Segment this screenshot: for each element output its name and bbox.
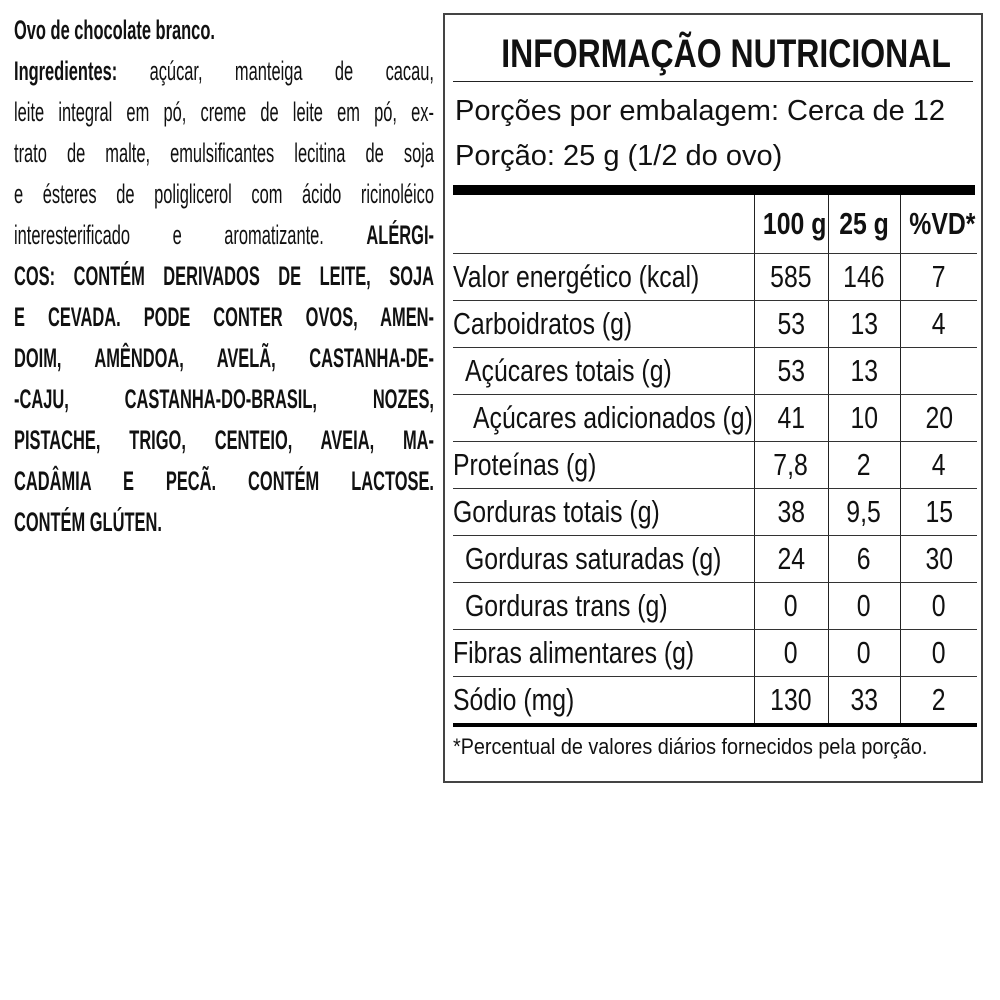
value-daily-percent: 0 — [931, 588, 946, 623]
nutrient-label: Fibras alimentares (g) — [453, 635, 695, 670]
value-daily-percent: 30 — [924, 541, 953, 576]
value-25g: 0 — [857, 588, 871, 623]
table-row: Gorduras totais (g) 38 9,5 15 — [453, 488, 977, 536]
column-header: 25 g — [839, 206, 889, 241]
value-25g: 9,5 — [846, 494, 882, 529]
value-100g: 7,8 — [773, 447, 809, 482]
value-daily-percent: 2 — [931, 682, 946, 717]
value-100g: 41 — [777, 400, 805, 435]
value-25g: 146 — [843, 259, 885, 294]
table-row: Carboidratos (g) 53 13 4 — [453, 300, 977, 348]
ingredients-text: trato de malte, emulsificantes lecitina … — [14, 138, 435, 168]
allergens-text: CADÂMIA E PECÃ. CONTÉM LACTOSE. — [14, 466, 435, 496]
value-100g: 53 — [777, 353, 805, 388]
nutrient-label: Gorduras totais (g) — [453, 494, 660, 529]
ingredients-label: Ingredientes: — [14, 56, 118, 86]
column-header: 100 g — [762, 206, 826, 241]
nutrition-title: INFORMAÇÃO NUTRICIONAL — [501, 32, 951, 76]
nutrient-label: Sódio (mg) — [453, 682, 575, 717]
table-row: Fibras alimentares (g) 0 0 0 — [453, 629, 977, 677]
value-daily-percent: 20 — [924, 400, 953, 435]
value-25g: 13 — [850, 353, 878, 388]
servings-per-package: Porções por embalagem: Cerca de 12 — [455, 95, 946, 127]
allergens-text: -CAJU, CASTANHA-DO-BRASIL, NOZES, — [14, 384, 435, 414]
allergens-text: E CEVADA. PODE CONTER OVOS, AMEN- — [14, 302, 435, 332]
table-row: Açúcares totais (g) 53 13 — [453, 347, 977, 395]
ingredients-text: açúcar, manteiga de cacau, — [117, 56, 435, 86]
nutrient-label: Gorduras saturadas (g) — [465, 541, 722, 576]
table-header-row: 100 g 25 g %VD* — [453, 195, 977, 254]
allergens-text: DOIM, AMÊNDOA, AVELÃ, CASTANHA-DE- — [14, 343, 435, 373]
table-row: Açúcares adicionados (g) 41 10 20 — [453, 394, 977, 442]
table-row: Sódio (mg) 130 33 2 — [453, 676, 977, 727]
ingredients-block: Ovo de chocolate branco. Ingredientes: a… — [14, 10, 434, 543]
ingredients-text: interesterificado e aromatizante. — [14, 220, 367, 250]
table-row: Proteínas (g) 7,8 2 4 — [453, 441, 977, 489]
ingredients-text: e ésteres de poliglicerol com ácido rici… — [14, 179, 435, 209]
value-25g: 33 — [850, 682, 878, 717]
table-row: Valor energético (kcal) 585 146 7 — [453, 253, 977, 301]
nutrition-table: 100 g 25 g %VD* Valor energético (kcal) 5… — [453, 195, 977, 727]
allergens-text: COS: CONTÉM DERIVADOS DE LEITE, SOJA — [14, 261, 435, 291]
column-header: %VD* — [908, 206, 975, 241]
value-daily-percent: 7 — [931, 259, 946, 294]
thick-divider — [453, 185, 975, 195]
nutrient-label: Gorduras trans (g) — [465, 588, 668, 623]
allergens-text: ALÉRGI- — [366, 220, 435, 250]
nutrition-table-section: 100 g 25 g %VD* Valor energético (kcal) 5… — [453, 195, 977, 761]
value-25g: 0 — [857, 635, 871, 670]
table-row: Gorduras trans (g) 0 0 0 — [453, 582, 977, 630]
value-100g: 24 — [777, 541, 805, 576]
value-daily-percent: 15 — [924, 494, 953, 529]
nutrient-label: Carboidratos (g) — [453, 306, 633, 341]
value-100g: 38 — [777, 494, 805, 529]
nutrition-facts-panel: INFORMAÇÃO NUTRICIONAL Porções por embal… — [443, 13, 983, 783]
value-100g: 0 — [784, 635, 798, 670]
value-100g: 585 — [770, 259, 812, 294]
value-100g: 0 — [784, 588, 798, 623]
nutrient-label: Proteínas (g) — [453, 447, 597, 482]
value-100g: 53 — [777, 306, 805, 341]
ingredients-text: leite integral em pó, creme de leite em … — [14, 97, 435, 127]
divider — [453, 81, 973, 82]
value-daily-percent: 0 — [931, 635, 946, 670]
value-25g: 10 — [850, 400, 878, 435]
value-25g: 13 — [850, 306, 878, 341]
allergens-text: PISTACHE, TRIGO, CENTEIO, AVEIA, MA- — [14, 425, 435, 455]
allergens-text: CONTÉM GLÚTEN. — [14, 507, 162, 537]
table-row: Gorduras saturadas (g) 24 6 30 — [453, 535, 977, 583]
nutrient-label: Valor energético (kcal) — [453, 259, 700, 294]
value-daily-percent: 4 — [931, 306, 946, 341]
value-25g: 2 — [857, 447, 871, 482]
nutrient-label: Açúcares totais (g) — [465, 353, 672, 388]
value-daily-percent: 4 — [931, 447, 946, 482]
footnote: *Percentual de valores diários fornecido… — [453, 734, 928, 759]
product-name: Ovo de chocolate branco. — [14, 15, 215, 45]
serving-size: Porção: 25 g (1/2 do ovo) — [455, 140, 783, 172]
value-100g: 130 — [770, 682, 812, 717]
value-25g: 6 — [857, 541, 871, 576]
nutrient-label: Açúcares adicionados (g) — [473, 400, 753, 435]
